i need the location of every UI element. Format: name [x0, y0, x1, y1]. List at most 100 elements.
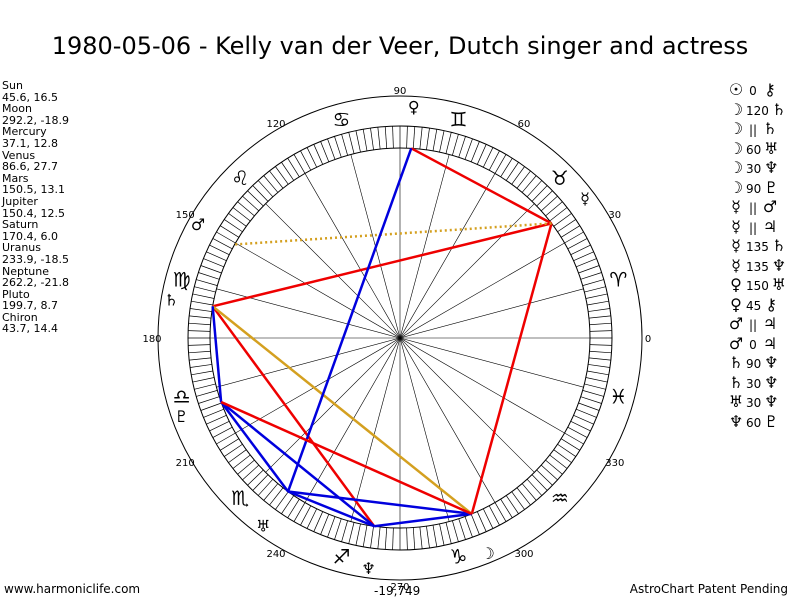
degree-tick [560, 438, 580, 451]
footer-patent-note: AstroChart Patent Pending [629, 582, 788, 596]
degree-tick [209, 420, 230, 432]
degree-tick [464, 138, 473, 160]
planet-name-sun: Sun [2, 79, 23, 92]
aspect-planet-glyph: ♇ [764, 177, 779, 197]
degree-tick [588, 364, 610, 368]
planet-name-uranus: Uranus [2, 241, 41, 255]
degree-tick [370, 128, 374, 150]
degree-tick [432, 129, 438, 151]
aspect-angle: 45 [746, 298, 762, 313]
degree-label: 120 [266, 119, 285, 130]
degree-tick [320, 514, 330, 535]
planet-name-venus: Venus [2, 148, 36, 162]
degree-tick [494, 154, 507, 174]
degree-tick [293, 502, 306, 522]
degree-tick [573, 251, 594, 262]
degree-tick [334, 136, 342, 158]
degree-tick [557, 219, 576, 233]
degree-label: 0 [645, 334, 651, 345]
aspect-planet-glyph: ☽ [728, 158, 744, 177]
planet-glyph-icon: ♅ [256, 516, 270, 535]
degree-tick [589, 344, 612, 346]
degree-tick [252, 474, 269, 491]
zodiac-sign-icon: ♎ [173, 384, 191, 408]
degree-tick [216, 432, 236, 445]
degree-tick [189, 315, 212, 319]
degree-tick [419, 526, 423, 549]
degree-tick [576, 258, 597, 268]
degree-tick [190, 364, 212, 368]
aspect-planet-glyph: ♇ [764, 411, 779, 431]
degree-tick [232, 454, 251, 469]
degree-tick [585, 377, 608, 383]
degree-tick [212, 238, 233, 250]
degree-tick [275, 166, 289, 185]
planet-position-jupiter: 150.4, 12.5 [2, 206, 65, 220]
zodiac-sign-icon: ♐ [333, 544, 351, 568]
degree-tick [200, 402, 222, 411]
aspect-line [470, 223, 553, 515]
planet-name-moon: Moon [2, 102, 32, 116]
degree-tick [203, 258, 224, 268]
degree-label: 60 [518, 119, 531, 130]
degree-tick [188, 322, 211, 326]
aspect-line [374, 512, 472, 528]
aspect-row: ♂ || ♃ [728, 314, 787, 334]
degree-tick [269, 170, 284, 189]
degree-tick [582, 390, 604, 397]
aspect-planet-glyph: ♄ [771, 99, 787, 119]
degree-tick [247, 469, 264, 486]
degree-tick [432, 525, 438, 547]
aspect-planet-glyph: ☉ [728, 80, 744, 99]
degree-tick [269, 487, 284, 506]
aspect-planet-glyph: ☿ [731, 216, 741, 236]
degree-tick [281, 495, 295, 514]
degree-tick [275, 491, 289, 510]
aspect-planet-glyph: ☽ [728, 138, 744, 158]
degree-tick [355, 130, 361, 153]
degree-tick [287, 498, 300, 518]
aspect-row: ☽ 90 ♇ [728, 178, 787, 198]
degree-tick [190, 308, 212, 312]
aspect-planet-glyph: ☽ [728, 99, 744, 119]
degree-tick [257, 478, 274, 496]
planet-position-pluto: 199.7, 8.7 [2, 299, 58, 313]
planet-glyph-icon: ☿ [580, 189, 590, 208]
degree-label: 300 [514, 549, 533, 560]
aspect-row: ☿ || ♃ [728, 217, 787, 237]
aspect-planet-glyph: ♄ [762, 119, 778, 138]
degree-tick [287, 158, 300, 178]
aspect-line [220, 401, 376, 528]
footer-website-link[interactable]: www.harmoniclife.com [4, 582, 141, 596]
aspect-planet-glyph: ♆ [764, 372, 779, 392]
degree-tick [191, 370, 213, 376]
aspect-planet-glyph: ☽ [728, 119, 744, 138]
aspect-planet-glyph: ♀ [730, 294, 742, 314]
degree-tick [209, 244, 230, 256]
aspect-planet-glyph: ♆ [771, 255, 787, 275]
aspect-row: ☽ 60 ♅ [728, 139, 787, 159]
degree-tick [445, 132, 452, 154]
degree-tick [494, 502, 507, 522]
aspect-planet-glyph: ⚷ [765, 294, 778, 314]
aspect-row: ♀ 150 ♅ [728, 275, 787, 295]
aspect-planet-glyph: ☽ [728, 177, 744, 197]
planet-name-chiron: Chiron [2, 310, 38, 324]
degree-tick [370, 526, 374, 548]
degree-tick [192, 293, 215, 299]
degree-tick [327, 138, 336, 160]
degree-tick [439, 130, 445, 153]
aspect-planet-glyph: ♀ [730, 275, 742, 294]
degree-tick [191, 300, 213, 306]
degree-tick [232, 207, 251, 222]
aspect-planet-glyph: ♃ [762, 216, 778, 236]
degree-tick [224, 443, 243, 457]
degree-tick [412, 126, 416, 149]
degree-tick [348, 132, 355, 154]
aspect-planet-glyph: ♂ [728, 333, 744, 353]
degree-tick [564, 432, 584, 445]
aspect-angle: || [748, 220, 758, 235]
degree-tick [281, 162, 295, 181]
degree-label: 90 [394, 86, 407, 97]
